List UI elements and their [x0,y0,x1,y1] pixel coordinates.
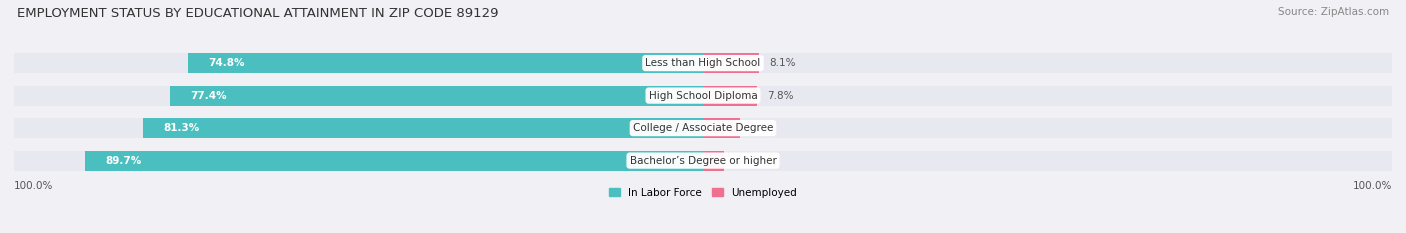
Bar [170,86,703,106]
Text: EMPLOYMENT STATUS BY EDUCATIONAL ATTAINMENT IN ZIP CODE 89129: EMPLOYMENT STATUS BY EDUCATIONAL ATTAINM… [17,7,498,20]
Text: Bachelor’s Degree or higher: Bachelor’s Degree or higher [630,156,776,166]
Bar [703,151,1392,171]
Text: 100.0%: 100.0% [14,181,53,191]
Text: 100.0%: 100.0% [1353,181,1392,191]
Text: 7.8%: 7.8% [768,91,793,101]
Bar [187,53,703,73]
Text: 81.3%: 81.3% [163,123,200,133]
Text: Less than High School: Less than High School [645,58,761,68]
Bar [14,86,703,106]
Bar [703,118,740,138]
Bar [143,118,703,138]
Text: 77.4%: 77.4% [190,91,226,101]
Legend: In Labor Force, Unemployed: In Labor Force, Unemployed [605,183,801,202]
Bar [703,86,1392,106]
Bar [14,151,703,171]
Bar [703,86,756,106]
Bar [14,118,703,138]
Bar [703,118,1392,138]
Text: 89.7%: 89.7% [105,156,142,166]
Text: 5.3%: 5.3% [749,123,776,133]
Bar [14,53,703,73]
Text: 3.1%: 3.1% [735,156,761,166]
Text: 74.8%: 74.8% [208,58,245,68]
Text: High School Diploma: High School Diploma [648,91,758,101]
Bar [703,53,759,73]
Bar [703,53,1392,73]
Bar [84,151,703,171]
Text: Source: ZipAtlas.com: Source: ZipAtlas.com [1278,7,1389,17]
Bar [703,151,724,171]
Text: 8.1%: 8.1% [769,58,796,68]
Text: College / Associate Degree: College / Associate Degree [633,123,773,133]
